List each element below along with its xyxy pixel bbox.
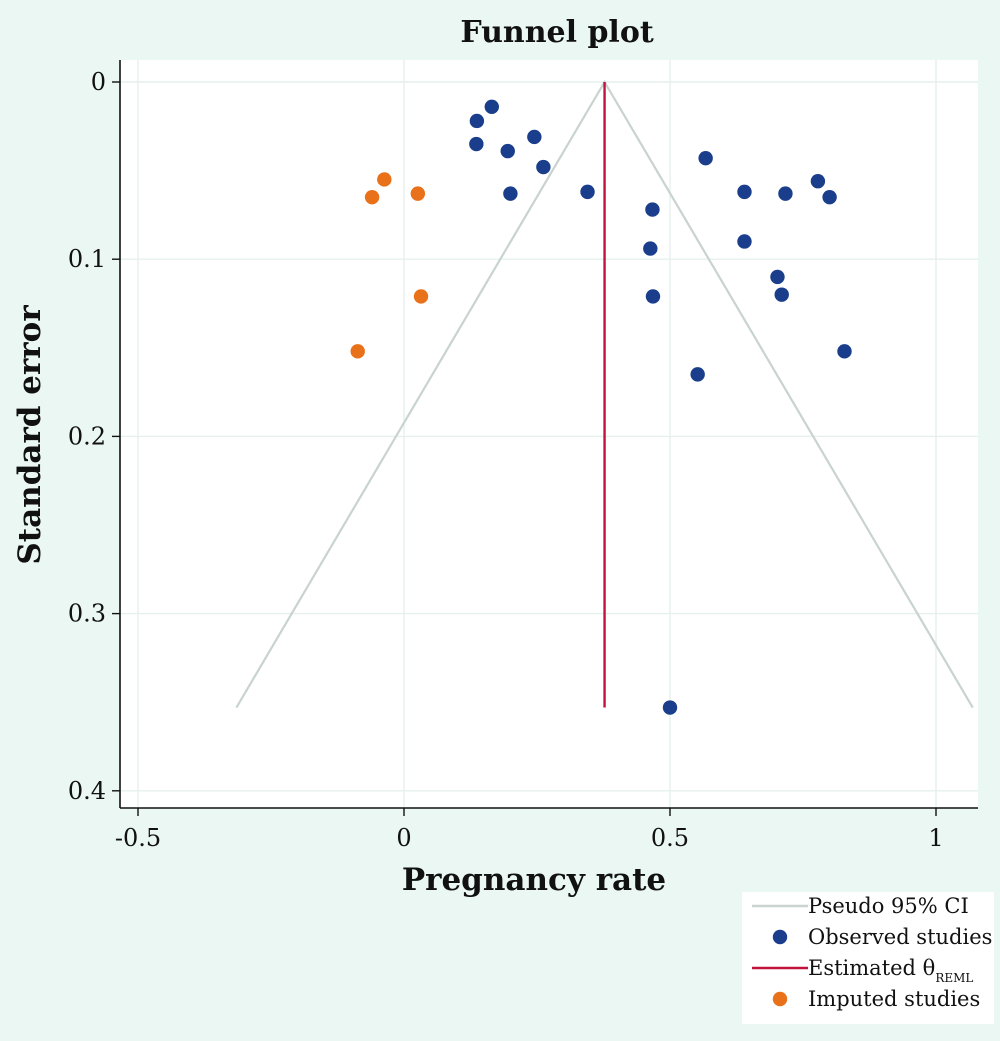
imputed-study-point (413, 289, 429, 304)
series-layer (235, 79, 974, 715)
legend-observed-label: Observed studies (808, 925, 992, 949)
x-tick-label: 0.5 (651, 824, 689, 852)
observed-study-point (500, 143, 515, 159)
legend-observed-swatch (772, 929, 788, 945)
observed-study-point (645, 202, 660, 217)
imputed-study-point (377, 172, 392, 187)
observed-study-point (737, 234, 752, 249)
legend-ci-label: Pseudo 95% CI (808, 894, 969, 918)
observed-study-point (469, 113, 485, 129)
observed-study-point (810, 174, 826, 189)
legend-estimate-subscript: REML (935, 971, 973, 985)
plot-area (120, 60, 978, 808)
imputed-study-point (350, 344, 365, 359)
y-tick-label: 0 (91, 68, 106, 96)
y-tick-label: 0.3 (68, 600, 106, 628)
observed-study-point (536, 159, 551, 175)
observed-study-point (643, 241, 658, 256)
y-tick-label: 0.2 (68, 422, 106, 450)
observed-study-point (469, 136, 484, 152)
observed-study-point (527, 129, 542, 145)
chart-title: Funnel plot (460, 15, 654, 50)
observed-study-point (737, 184, 752, 200)
observed-study-point (822, 189, 837, 205)
x-tick-label: -0.5 (115, 824, 161, 852)
observed-study-point (484, 99, 499, 115)
legend-estimate-main: Estimated θ (808, 956, 935, 980)
observed-study-point (503, 186, 518, 201)
observed-study-point (837, 344, 852, 359)
grid-lines (120, 60, 978, 808)
observed-study-point (690, 367, 705, 382)
x-axis-title: Pregnancy rate (402, 862, 666, 898)
observed-study-point (698, 150, 713, 166)
x-tick-label: 1 (928, 824, 943, 852)
observed-study-point (770, 269, 785, 285)
observed-study-point (580, 184, 595, 200)
y-tick-label: 0.4 (68, 777, 106, 805)
imputed-study-point (364, 189, 380, 205)
legend-estimate-label: Estimated θREML (808, 956, 973, 985)
observed-study-point (778, 186, 793, 201)
legend-imputed-swatch (772, 991, 788, 1007)
observed-study-point (774, 287, 789, 302)
axes (119, 60, 978, 809)
y-tick-label: 0.1 (68, 245, 106, 273)
imputed-study-point (410, 186, 426, 201)
observed-study-point (645, 289, 661, 304)
observed-study-point (662, 700, 678, 715)
legend: Pseudo 95% CI Observed studies Estimated… (742, 892, 994, 1024)
y-axis-title: Standard error (12, 305, 48, 565)
x-tick-label: 0 (396, 824, 411, 852)
tick-marks: -0.5 0 0.5 1 0 0.1 0.2 0.3 0.4 (68, 68, 944, 852)
legend-imputed-label: Imputed studies (808, 987, 980, 1011)
